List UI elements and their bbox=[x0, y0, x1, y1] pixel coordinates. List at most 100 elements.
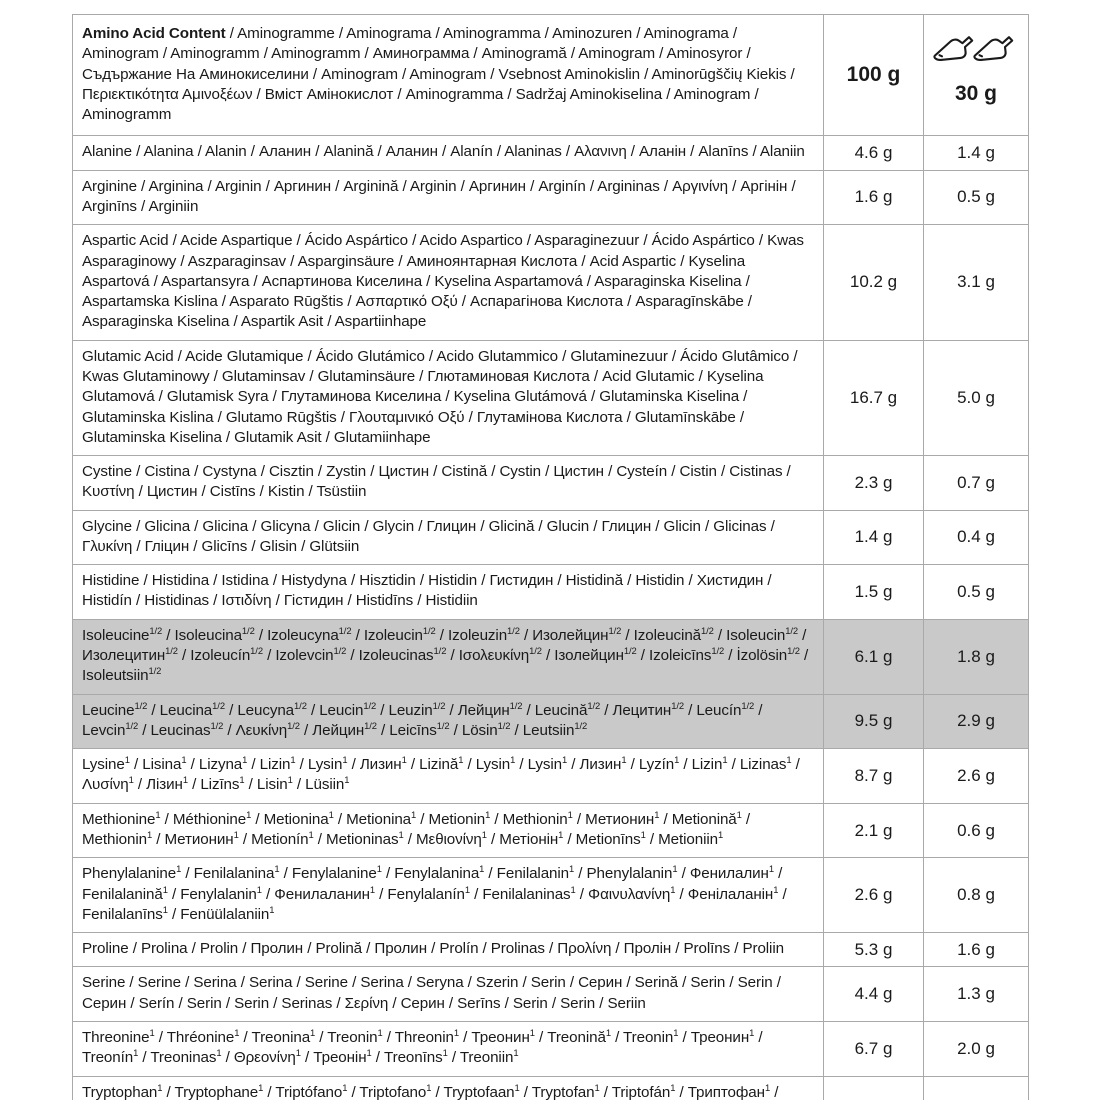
essential-amino-acid-marker: 1 bbox=[786, 754, 792, 766]
essential-amino-acid-marker: 1 bbox=[328, 808, 334, 820]
value-per-100g: 6.1 g bbox=[823, 618, 924, 695]
amino-acid-name-cell: Glutamic Acid / Acide Glutamique / Ácido… bbox=[72, 339, 824, 457]
essential-amino-acid-marker: 1 bbox=[458, 754, 464, 766]
table-row: Arginine / Arginina / Arginin / Аргинин … bbox=[72, 169, 1029, 226]
essential-amino-acid-marker: 1 bbox=[181, 754, 187, 766]
header-col-100g-label: 100 g bbox=[846, 63, 901, 87]
value-per-30g: 5.0 g bbox=[923, 339, 1029, 457]
essential-amino-acid-marker: 1 bbox=[128, 774, 134, 786]
essential-amino-acid-marker: 1 bbox=[124, 754, 130, 766]
essential-amino-acid-marker: 1 bbox=[269, 903, 275, 915]
essential-amino-acid-marker: 1 bbox=[670, 883, 676, 895]
essential-amino-acid-marker: 1 bbox=[453, 1026, 460, 1038]
essential-amino-acid-marker: 1/2 bbox=[212, 699, 225, 711]
value-per-100g: 1.5 g bbox=[823, 564, 924, 620]
essential-amino-acid-marker: 1 bbox=[426, 1081, 432, 1093]
value-per-30g: 2.9 g bbox=[923, 693, 1029, 750]
amino-acid-name-cell: Methionine1 / Méthionine1 / Metionina1 /… bbox=[72, 802, 824, 859]
table-row: Tryptophan1 / Tryptophane1 / Triptófano1… bbox=[72, 1075, 1029, 1100]
table-row: Glutamic Acid / Acide Glutamique / Ácido… bbox=[72, 339, 1029, 457]
essential-amino-acid-marker: 1 bbox=[722, 754, 728, 766]
measuring-scoop-icon bbox=[924, 27, 1028, 69]
amino-acid-name-cell: Tryptophan1 / Tryptophane1 / Triptófano1… bbox=[72, 1075, 824, 1100]
table-row: Histidine / Histidina / Istidina / Histy… bbox=[72, 564, 1029, 620]
essential-amino-acid-marker: 1 bbox=[718, 828, 724, 840]
table-row: Glycine / Glicina / Glicina / Glicyna / … bbox=[72, 509, 1029, 566]
essential-amino-acid-marker: 1/2 bbox=[338, 624, 352, 636]
essential-amino-acid-marker: 1/2 bbox=[125, 719, 139, 731]
essential-amino-acid-marker: 1 bbox=[376, 863, 382, 875]
essential-amino-acid-marker: 1 bbox=[246, 808, 252, 820]
table-row: Phenylalanine1 / Fenilalanina1 / Fenylal… bbox=[72, 857, 1029, 934]
value-per-100g: 6.7 g bbox=[823, 1020, 924, 1077]
essential-amino-acid-marker: 1 bbox=[513, 1047, 519, 1059]
essential-amino-acid-marker: 1/2 bbox=[671, 699, 684, 711]
value-per-30g: 2.6 g bbox=[923, 748, 1029, 804]
value-per-100g: 2.3 g bbox=[823, 455, 924, 511]
amino-acid-name-cell: Cystine / Cistina / Cystyna / Cisztin / … bbox=[72, 455, 824, 511]
amino-acid-name-cell: Threonine1 / Thréonine1 / Treonina1 / Tr… bbox=[72, 1020, 824, 1077]
essential-amino-acid-marker: 1/2 bbox=[148, 665, 162, 677]
header-title-bold: Amino Acid Content bbox=[82, 25, 226, 42]
essential-amino-acid-marker: 1 bbox=[569, 863, 575, 875]
essential-amino-acid-marker: 1 bbox=[149, 1026, 155, 1038]
value-per-30g: 2.0 g bbox=[923, 1020, 1029, 1077]
essential-amino-acid-marker: 1/2 bbox=[497, 719, 511, 731]
essential-amino-acid-marker: 1 bbox=[308, 828, 314, 840]
essential-amino-acid-marker: 1/2 bbox=[287, 719, 300, 731]
amino-acid-name-cell: Aspartic Acid / Acide Aspartique / Ácido… bbox=[72, 224, 824, 341]
essential-amino-acid-marker: 1 bbox=[342, 754, 348, 766]
essential-amino-acid-marker: 1/2 bbox=[587, 699, 601, 711]
essential-amino-acid-marker: 1 bbox=[398, 828, 404, 840]
essential-amino-acid-marker: 1 bbox=[670, 1081, 676, 1093]
amino-acid-name-cell: Proline / Prolina / Prolin / Пролин / Pr… bbox=[72, 932, 824, 968]
essential-amino-acid-marker: 1/2 bbox=[741, 699, 755, 711]
essential-amino-acid-marker: 1/2 bbox=[436, 719, 450, 731]
value-per-100g: 1.4 g bbox=[823, 509, 924, 566]
value-per-30g: 1.8 g bbox=[923, 618, 1029, 695]
essential-amino-acid-marker: 1/2 bbox=[364, 719, 377, 731]
essential-amino-acid-marker: 1 bbox=[234, 1026, 240, 1038]
essential-amino-acid-marker: 1 bbox=[768, 863, 774, 875]
value-per-100g: 1.7 g bbox=[823, 1075, 924, 1100]
essential-amino-acid-marker: 1/2 bbox=[711, 644, 725, 656]
essential-amino-acid-marker: 1/2 bbox=[149, 624, 163, 636]
essential-amino-acid-marker: 1/2 bbox=[433, 644, 447, 656]
essential-amino-acid-marker: 1/2 bbox=[241, 624, 255, 636]
essential-amino-acid-marker: 1 bbox=[514, 1081, 520, 1093]
header-title-cell: Amino Acid Content / Aminogramme / Amino… bbox=[72, 13, 824, 137]
essential-amino-acid-marker: 1 bbox=[162, 903, 168, 915]
value-per-30g: 3.1 g bbox=[923, 224, 1029, 341]
table-row: Aspartic Acid / Acide Aspartique / Ácido… bbox=[72, 224, 1029, 341]
table-row: Cystine / Cistina / Cystyna / Cisztin / … bbox=[72, 455, 1029, 511]
essential-amino-acid-marker: 1 bbox=[411, 808, 417, 820]
essential-amino-acid-marker: 1 bbox=[558, 828, 564, 840]
essential-amino-acid-marker: 1 bbox=[562, 754, 568, 766]
essential-amino-acid-marker: 1/2 bbox=[623, 644, 637, 656]
essential-amino-acid-marker: 1 bbox=[342, 1081, 348, 1093]
essential-amino-acid-marker: 1 bbox=[344, 774, 350, 786]
table-row: Alanine / Alanina / Alanin / Аланин / Al… bbox=[72, 135, 1029, 171]
table-header-row: Amino Acid Content / Aminogramme / Amino… bbox=[72, 13, 1029, 137]
essential-amino-acid-marker: 1/2 bbox=[250, 644, 263, 656]
essential-amino-acid-marker: 1 bbox=[233, 828, 239, 840]
value-per-30g: 0.5 g bbox=[923, 564, 1029, 620]
essential-amino-acid-marker: 1/2 bbox=[333, 644, 347, 656]
essential-amino-acid-marker: 1/2 bbox=[509, 699, 523, 711]
essential-amino-acid-marker: 1 bbox=[621, 754, 627, 766]
value-per-100g: 4.4 g bbox=[823, 966, 924, 1022]
essential-amino-acid-marker: 1 bbox=[464, 883, 470, 895]
amino-acid-name-cell: Lysine1 / Lisina1 / Lizyna1 / Lizin1 / L… bbox=[72, 748, 824, 804]
essential-amino-acid-marker: 1 bbox=[157, 1081, 163, 1093]
essential-amino-acid-marker: 1 bbox=[133, 1047, 139, 1059]
table-body: Amino Acid Content / Aminogramme / Amino… bbox=[72, 13, 1029, 1100]
amino-acid-name-cell: Phenylalanine1 / Fenilalanina1 / Fenylal… bbox=[72, 857, 824, 934]
essential-amino-acid-marker: 1 bbox=[672, 863, 678, 875]
essential-amino-acid-marker: 1/2 bbox=[363, 699, 377, 711]
header-col-30g: 30 g bbox=[923, 13, 1029, 137]
value-per-30g: 0.6 g bbox=[923, 802, 1029, 859]
essential-amino-acid-marker: 1 bbox=[749, 1026, 755, 1038]
essential-amino-acid-marker: 1/2 bbox=[507, 624, 520, 636]
essential-amino-acid-marker: 1 bbox=[310, 1026, 316, 1038]
